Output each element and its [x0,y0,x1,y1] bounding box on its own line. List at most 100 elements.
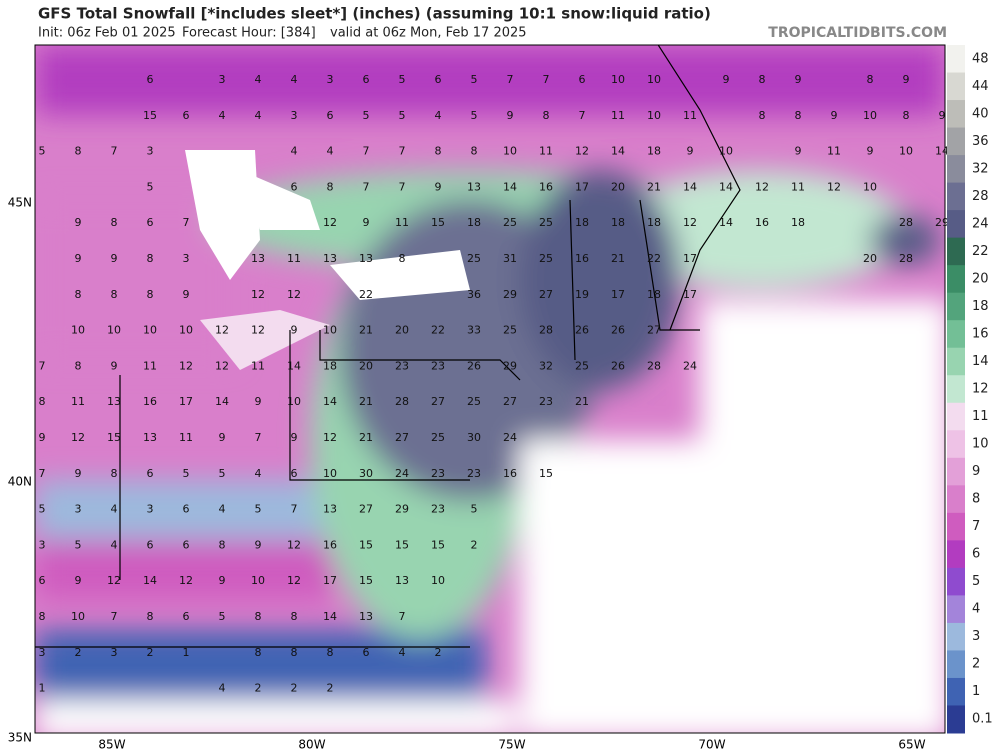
snow-amount: 14 [719,216,733,229]
snow-amount: 27 [359,503,373,516]
snow-amount: 12 [287,538,301,551]
snow-amount: 15 [143,109,157,122]
snow-amount: 26 [611,359,625,372]
snow-amount: 10 [863,109,877,122]
colorbar-label: 1 [972,684,980,699]
colorbar-swatch [947,402,965,431]
snow-amount: 9 [723,73,730,86]
snow-amount: 8 [75,359,82,372]
valid-time: valid at 06z Mon, Feb 17 2025 [330,26,527,41]
snow-amount: 36 [467,288,481,301]
colorbar-swatch [947,540,965,569]
snow-amount: 10 [431,574,445,587]
snow-amount: 5 [471,73,478,86]
snow-amount: 12 [215,324,229,337]
snow-amount: 11 [287,252,301,265]
snow-amount: 32 [539,359,553,372]
snow-amount: 9 [291,431,298,444]
snow-amount: 2 [255,682,262,695]
snow-amount: 13 [107,395,121,408]
lat-label: 40N [8,475,32,489]
snow-amount: 9 [507,109,514,122]
snow-amount: 10 [611,73,625,86]
snow-amount: 24 [503,431,517,444]
snow-amount: 20 [611,180,625,193]
snow-amount: 5 [147,180,154,193]
snow-amount: 14 [323,610,337,623]
colorbar-swatch [947,375,965,404]
snow-amount: 14 [935,145,949,158]
snow-amount: 8 [39,610,46,623]
snow-amount: 25 [539,252,553,265]
colorbar-swatch [947,265,965,294]
snow-amount: 12 [287,574,301,587]
snow-amount: 6 [291,180,298,193]
snow-amount: 12 [251,324,265,337]
snow-amount: 9 [831,109,838,122]
colorbar-label: 20 [972,271,989,286]
snow-amount: 11 [71,395,85,408]
colorbar-label: 5 [972,574,980,589]
snow-amount: 10 [71,324,85,337]
lon-label: 65W [898,738,925,752]
snow-amount: 16 [575,252,589,265]
snow-amount: 28 [899,252,913,265]
snow-amount: 3 [75,503,82,516]
snow-amount: 2 [471,538,478,551]
colorbar-label: 14 [972,354,989,369]
snow-amount: 10 [143,324,157,337]
snow-amount: 18 [323,359,337,372]
snow-amount: 21 [359,431,373,444]
snow-amount: 21 [359,395,373,408]
colorbar-label: 8 [972,492,980,507]
snow-amount: 23 [539,395,553,408]
snow-amount: 10 [323,467,337,480]
snow-amount: 10 [71,610,85,623]
snow-amount: 12 [323,216,337,229]
snow-amount: 12 [251,288,265,301]
snow-amount: 23 [431,503,445,516]
snow-amount: 5 [255,503,262,516]
lon-label: 85W [98,738,125,752]
snow-amount: 8 [147,252,154,265]
snow-amount: 4 [111,538,118,551]
snow-amount: 13 [143,431,157,444]
snow-amount: 6 [435,73,442,86]
snow-amount: 14 [503,180,517,193]
colorbar-swatch [947,705,965,734]
snow-amount: 13 [467,180,481,193]
map [35,45,945,733]
snow-amount: 5 [183,467,190,480]
snow-amount: 21 [647,180,661,193]
snow-amount: 6 [183,538,190,551]
snow-amount: 9 [219,431,226,444]
snow-amount: 10 [863,180,877,193]
snow-amount: 4 [291,73,298,86]
snow-amount: 4 [219,503,226,516]
snow-amount: 9 [939,109,946,122]
snow-amount: 9 [291,324,298,337]
snow-amount: 9 [867,145,874,158]
snow-amount: 12 [179,574,193,587]
snow-amount: 16 [539,180,553,193]
snow-amount: 7 [363,145,370,158]
snow-amount: 5 [471,503,478,516]
snow-amount: 3 [39,646,46,659]
snow-amount: 28 [899,216,913,229]
colorbar-swatch [947,567,965,596]
colorbar-swatch [947,320,965,349]
snow-amount: 4 [255,73,262,86]
colorbar-swatch [947,347,965,376]
snow-amount: 25 [467,395,481,408]
snow-amount: 9 [687,145,694,158]
snow-amount: 28 [647,359,661,372]
snow-amount: 14 [287,359,301,372]
colorbar-swatch [947,457,965,486]
colorbar-label: 3 [972,629,980,644]
snow-amount: 18 [467,216,481,229]
snow-amount: 3 [147,145,154,158]
snow-amount: 9 [435,180,442,193]
colorbar-label: 48 [972,51,989,66]
snow-amount: 14 [215,395,229,408]
lat-label: 35N [8,731,32,745]
